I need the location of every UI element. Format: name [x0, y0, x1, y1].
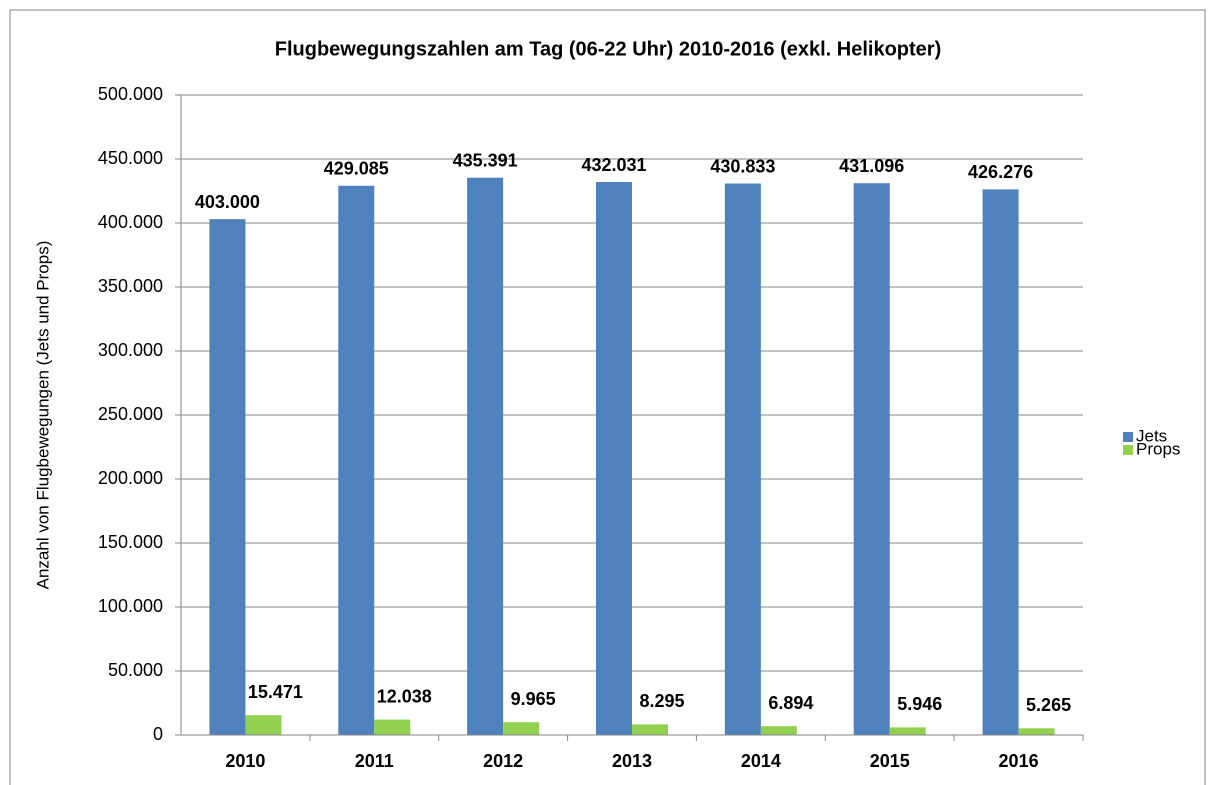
x-tick-label: 2011 [355, 751, 394, 771]
y-tick-label: 400.000 [98, 212, 163, 232]
y-tick-label: 0 [153, 724, 163, 744]
bar [467, 177, 504, 735]
bar [503, 722, 540, 735]
chart-frame [9, 9, 1206, 785]
legend-label: Jets [1136, 426, 1167, 445]
bar [760, 726, 797, 735]
x-tick-label: 2012 [483, 751, 523, 771]
value-label: 426.276 [968, 162, 1033, 182]
y-tick-label: 200.000 [98, 468, 163, 488]
bar [853, 183, 890, 735]
bar [724, 183, 761, 735]
bar [338, 185, 375, 736]
y-tick-label: 100.000 [98, 596, 163, 616]
bar [982, 189, 1019, 736]
value-label: 432.031 [581, 155, 646, 175]
bar [209, 219, 246, 735]
value-label: 15.471 [248, 682, 303, 702]
bar [596, 182, 632, 736]
y-tick-label: 50.000 [108, 660, 163, 680]
value-label: 431.096 [839, 156, 904, 176]
chart-title: Flugbewegungszahlen am Tag (06-22 Uhr) 2… [275, 38, 942, 60]
bar [632, 724, 668, 735]
value-label: 5.946 [897, 694, 942, 714]
x-tick-label: 2016 [999, 751, 1039, 771]
bar [374, 719, 411, 735]
value-label: 6.894 [768, 693, 813, 713]
value-label: 8.295 [639, 691, 684, 711]
value-label: 5.265 [1026, 695, 1071, 715]
y-tick-label: 350.000 [98, 276, 163, 296]
x-tick-label: 2014 [741, 751, 781, 771]
y-axis-label: Anzahl von Flugbewegungen (Jets und Prop… [33, 241, 52, 590]
value-label: 435.391 [453, 150, 518, 170]
value-label: 403.000 [195, 192, 260, 212]
value-label: 430.833 [710, 156, 775, 176]
y-tick-label: 250.000 [98, 404, 163, 424]
x-tick-label: 2013 [612, 751, 652, 771]
value-label: 429.085 [324, 159, 389, 179]
x-tick-label: 2010 [225, 751, 265, 771]
y-tick-label: 300.000 [98, 340, 163, 360]
value-label: 12.038 [377, 686, 432, 706]
x-tick-label: 2015 [870, 751, 910, 771]
bar [245, 715, 282, 735]
legend-label: Props [1136, 439, 1180, 458]
bar [1018, 728, 1055, 735]
y-tick-label: 500.000 [98, 84, 163, 104]
legend-swatch [1123, 432, 1133, 442]
y-tick-label: 450.000 [98, 148, 163, 168]
value-label: 9.965 [511, 689, 556, 709]
legend-swatch [1123, 445, 1133, 455]
y-tick-label: 150.000 [98, 532, 163, 552]
bar [889, 727, 926, 735]
